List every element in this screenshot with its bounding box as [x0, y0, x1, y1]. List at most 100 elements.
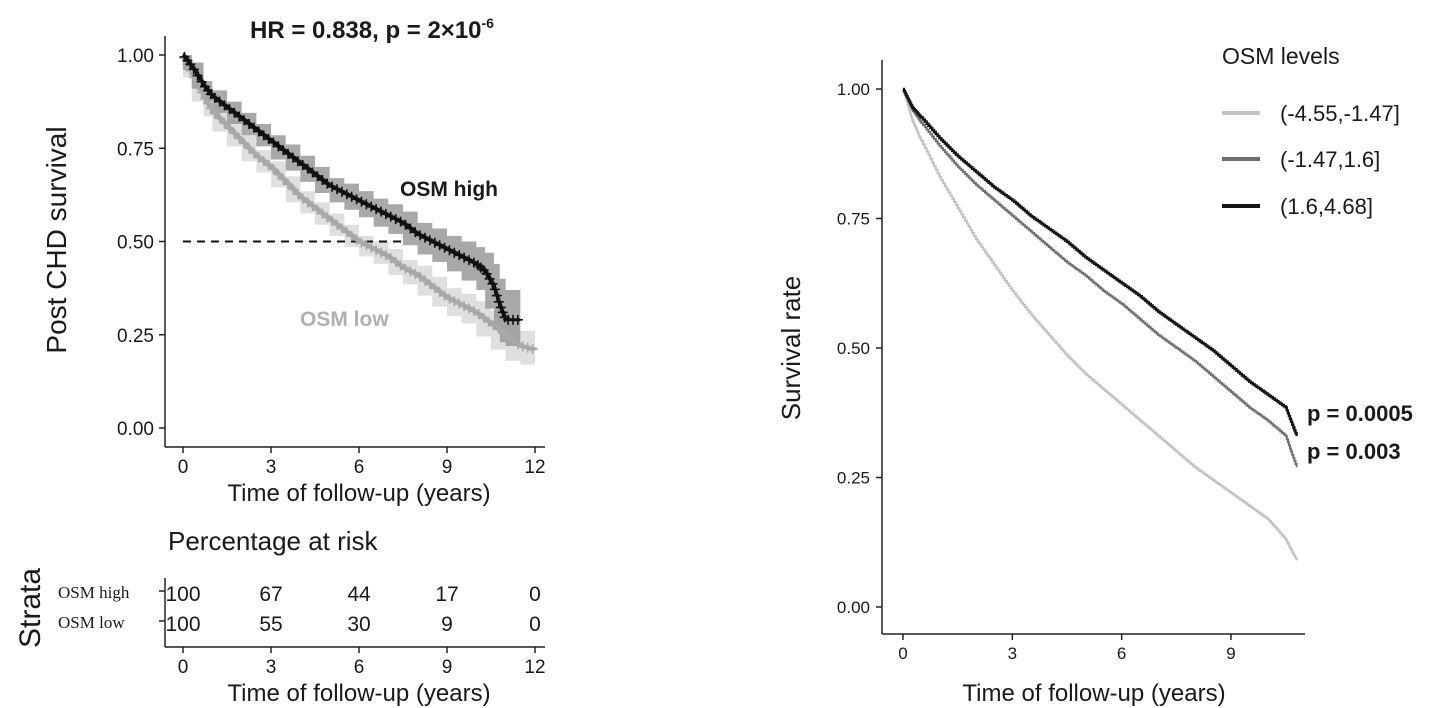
risk-table-cell: 100 — [165, 583, 200, 606]
left-censor-mark-high — [439, 242, 450, 253]
right-y-tick-label: 0.75 — [837, 210, 870, 229]
left-censor-mark-high — [390, 214, 401, 225]
left-censor-mark-high — [434, 240, 445, 251]
left-censor-mark-low — [522, 342, 533, 353]
risk-x-tick-label: 3 — [266, 657, 277, 678]
left-y-tick-label: 0.50 — [117, 233, 154, 254]
left-chart-title-sup: -6 — [482, 15, 495, 31]
risk-table-strata-label: Strata — [14, 568, 47, 648]
left-x-tick-label: 3 — [266, 457, 277, 478]
left-censor-mark-low — [234, 133, 245, 144]
left-censor-mark-high — [420, 232, 430, 243]
left-censor-mark-low — [527, 344, 538, 355]
left-censor-mark-high — [327, 181, 338, 192]
right-y-tick-label: 1.00 — [837, 80, 870, 99]
left-y-tick-label: 0.00 — [117, 419, 154, 440]
left-censor-mark-high — [454, 250, 465, 261]
right-line-1 — [902, 88, 1298, 468]
risk-table-cell: 9 — [441, 613, 453, 636]
left-censor-mark-high — [491, 290, 502, 301]
left-censor-mark-low — [239, 138, 250, 149]
right-x-tick-label: 3 — [1008, 644, 1017, 663]
left-x-ticks: 0 3 6 9 12 — [178, 447, 546, 478]
right-line-2 — [902, 87, 1298, 437]
right-x-tick-label: 9 — [1226, 644, 1235, 663]
left-censor-mark-low — [229, 128, 240, 139]
right-y-axis-label: Survival rate — [776, 276, 806, 421]
left-censor-mark-low — [292, 189, 303, 200]
left-censor-mark-low — [219, 118, 230, 129]
risk-table-cell: 17 — [435, 583, 458, 606]
right-line-0 — [902, 88, 1298, 561]
right-pvalue-mid: p = 0.003 — [1307, 439, 1401, 464]
left-censor-mark-low — [512, 339, 523, 350]
left-y-tick-label: 1.00 — [117, 46, 154, 67]
left-censor-mark-low — [459, 301, 470, 312]
risk-x-tick-label: 6 — [354, 657, 365, 678]
left-censor-mark-low — [263, 160, 274, 171]
left-censor-mark-low — [248, 148, 259, 159]
left-censor-mark-low — [224, 123, 235, 134]
left-censor-mark-low — [273, 169, 284, 180]
left-y-tick-label: 0.25 — [117, 326, 154, 347]
risk-row-label-high: OSM high — [58, 583, 130, 602]
right-x-tick-label: 0 — [898, 644, 907, 663]
left-censor-mark-high — [346, 191, 357, 202]
risk-x-tick-label: 0 — [178, 657, 189, 678]
left-censor-mark-high — [459, 252, 470, 263]
left-censor-mark-low — [405, 266, 416, 277]
left-y-tick-label: 0.75 — [117, 139, 154, 160]
right-legend: OSM levels (-4.55,-1.47] (-1.47,1.6] (1.6,… — [1222, 43, 1400, 219]
right-y-ticks: 0.00 0.25 0.50 0.75 1.00 — [837, 80, 882, 617]
right-legend-label: (1.6,4.68] — [1280, 194, 1373, 219]
left-censor-mark-low — [214, 113, 225, 124]
right-series-lines — [902, 87, 1298, 561]
risk-table-title: Percentage at risk — [168, 526, 379, 556]
left-censor-mark-high — [192, 70, 203, 81]
left-censor-mark-low — [464, 303, 474, 314]
risk-x-tick-label: 9 — [442, 657, 453, 678]
left-censor-mark-high — [424, 235, 435, 246]
left-censor-mark-low — [283, 179, 294, 190]
left-censor-mark-low — [366, 242, 377, 253]
right-pvalue-high: p = 0.0005 — [1307, 401, 1413, 426]
left-censor-mark-high — [464, 255, 474, 266]
left-censor-mark-high — [429, 237, 440, 248]
left-censor-mark-high — [366, 201, 377, 212]
left-x-tick-label: 9 — [442, 457, 453, 478]
left-censor-mark-high — [415, 230, 426, 241]
risk-table-x-ticks: 0 3 6 9 12 — [178, 647, 546, 678]
right-legend-title: OSM levels — [1222, 43, 1340, 69]
left-series-label-low: OSM low — [300, 308, 389, 331]
left-censor-mark-high — [380, 209, 391, 220]
left-censor-mark-low — [517, 341, 528, 352]
left-censor-mark-low — [209, 108, 220, 119]
left-band-low — [183, 55, 535, 365]
right-legend-label: (-1.47,1.6] — [1280, 147, 1380, 172]
left-censor-mark-high — [356, 196, 367, 207]
left-chart-title-main: HR = 0.838, p = 2×10 — [250, 17, 481, 44]
left-censor-mark-high — [385, 211, 396, 222]
risk-table-cells: 100 67 44 17 0 100 55 30 9 0 — [159, 583, 541, 636]
left-censor-mark-low — [361, 240, 372, 251]
left-censor-mark-high — [332, 184, 342, 195]
left-survival-chart: HR = 0.838, p = 2×10-6 Post CHD survival… — [41, 15, 546, 507]
left-chart-title: HR = 0.838, p = 2×10-6 — [250, 15, 494, 44]
right-legend-items: (-4.55,-1.47] (-1.47,1.6] (1.6,4.68] — [1222, 101, 1400, 219]
risk-table-cell: 44 — [347, 583, 371, 606]
right-y-tick-label: 0.00 — [837, 598, 870, 617]
left-censor-mark-high — [341, 189, 352, 200]
left-censor-mark-low — [376, 247, 386, 258]
left-censor-mark-high — [512, 314, 523, 325]
left-censor-mark-low — [356, 237, 367, 248]
left-censor-mark-high — [376, 206, 386, 217]
left-censor-mark-low — [400, 263, 411, 274]
left-censor-mark-high — [489, 284, 500, 295]
left-censor-mark-low — [268, 164, 279, 175]
left-censor-mark-high — [495, 302, 506, 313]
risk-table-cell: 67 — [259, 583, 282, 606]
risk-table: Percentage at risk Strata OSM high OSM l… — [14, 526, 546, 707]
left-censor-mark-high — [361, 199, 372, 210]
